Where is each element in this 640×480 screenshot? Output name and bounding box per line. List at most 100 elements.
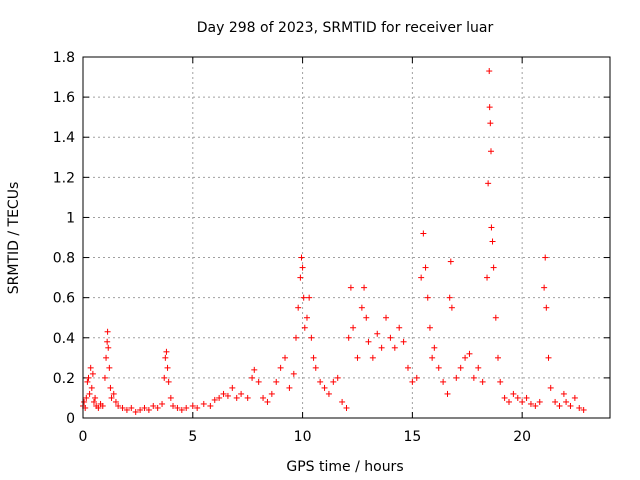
y-tick-label: 0.2: [53, 371, 75, 387]
data-point: [556, 402, 563, 409]
data-point: [238, 390, 245, 397]
data-point: [489, 238, 496, 245]
data-point: [339, 398, 346, 405]
data-point: [560, 390, 567, 397]
data-point: [216, 394, 223, 401]
data-point: [422, 264, 429, 271]
y-tick-label: 1: [66, 210, 75, 226]
data-point: [207, 402, 214, 409]
x-axis-label: GPS time / hours: [286, 459, 403, 475]
data-point: [519, 398, 526, 405]
data-point: [167, 394, 174, 401]
data-point: [497, 378, 504, 385]
chart-title: Day 298 of 2023, SRMTID for receiver lua…: [197, 20, 494, 36]
data-point: [487, 120, 494, 127]
data-point: [89, 370, 96, 377]
data-point: [92, 394, 99, 401]
data-point: [424, 294, 431, 301]
data-point: [104, 328, 111, 335]
data-point: [105, 344, 112, 351]
data-point: [145, 406, 152, 413]
x-tick-label: 10: [294, 429, 312, 445]
plot-frame: [82, 56, 611, 419]
data-point: [95, 404, 102, 411]
data-point: [345, 334, 352, 341]
data-point: [462, 354, 469, 361]
y-tick-label: 1.8: [53, 50, 75, 66]
data-point: [479, 378, 486, 385]
data-point: [251, 366, 258, 373]
data-point: [174, 404, 181, 411]
data-point: [115, 402, 122, 409]
data-point: [354, 354, 361, 361]
data-point: [90, 398, 97, 405]
data-point: [505, 398, 512, 405]
data-point: [404, 364, 411, 371]
data-point: [358, 304, 365, 311]
grid-lines: [83, 57, 610, 418]
data-point: [83, 394, 90, 401]
data-point: [567, 402, 574, 409]
data-point: [299, 264, 306, 271]
data-point: [532, 402, 539, 409]
y-tick-label: 0.4: [53, 331, 75, 347]
data-point: [420, 230, 427, 237]
data-point: [347, 284, 354, 291]
data-point: [487, 148, 494, 155]
data-point: [448, 304, 455, 311]
data-point: [137, 406, 144, 413]
data-point: [112, 398, 119, 405]
x-tick-label: 15: [403, 429, 421, 445]
data-point: [541, 284, 548, 291]
data-point: [446, 294, 453, 301]
data-point: [488, 224, 495, 231]
data-point: [224, 392, 231, 399]
data-point: [492, 314, 499, 321]
data-point: [576, 404, 583, 411]
data-point: [150, 402, 157, 409]
data-point: [303, 314, 310, 321]
data-point: [552, 398, 559, 405]
data-point: [369, 354, 376, 361]
data-point: [87, 364, 94, 371]
data-point: [165, 378, 172, 385]
data-point: [298, 254, 305, 261]
axis-ticks: 0 5 10 15 20 0 0.2 0.4 0.6 0.8 1 1.2 1.4 1.6 1.8: [53, 50, 610, 445]
data-point: [383, 314, 390, 321]
y-tick-label: 0: [66, 411, 75, 427]
data-point: [170, 402, 177, 409]
data-point: [365, 338, 372, 345]
data-point: [164, 364, 171, 371]
data-point: [396, 324, 403, 331]
data-point: [86, 390, 93, 397]
data-point: [523, 394, 530, 401]
data-point: [470, 374, 477, 381]
y-axis-label: SRMTID / TECUs: [6, 182, 22, 295]
data-point: [306, 294, 313, 301]
data-point: [110, 390, 117, 397]
data-point: [387, 334, 394, 341]
data-point: [536, 398, 543, 405]
data-point: [88, 384, 95, 391]
data-point: [81, 398, 88, 405]
data-point: [290, 370, 297, 377]
data-point: [282, 354, 289, 361]
data-point: [363, 314, 370, 321]
data-point: [486, 68, 493, 75]
data-point: [510, 390, 517, 397]
x-tick-label: 5: [188, 429, 197, 445]
data-point: [301, 324, 308, 331]
data-point: [277, 364, 284, 371]
data-point: [321, 384, 328, 391]
data-point: [409, 378, 416, 385]
data-point: [466, 350, 473, 357]
data-point: [334, 374, 341, 381]
data-point: [501, 394, 508, 401]
data-point: [128, 404, 135, 411]
y-tick-label: 0.8: [53, 251, 75, 267]
data-point: [107, 384, 114, 391]
y-tick-label: 1.2: [53, 170, 75, 186]
data-point: [106, 364, 113, 371]
data-point: [154, 404, 161, 411]
